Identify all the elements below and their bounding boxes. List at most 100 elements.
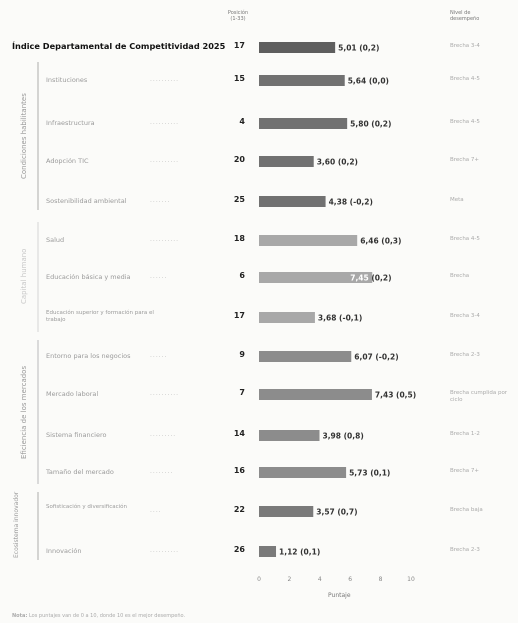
bar-value-label: 1,12 (0,1) xyxy=(279,548,320,557)
position-value: 7 xyxy=(239,388,245,397)
bar-value-label: 5,73 (0,1) xyxy=(349,469,390,478)
footnote-text: Los puntajes van de 0 a 10, donde 10 es … xyxy=(28,613,186,619)
x-tick-label: 4 xyxy=(317,576,322,583)
row-label: Tamaño del mercado xyxy=(46,468,114,476)
x-axis-label: Puntaje xyxy=(328,592,351,599)
bar xyxy=(259,196,326,207)
bar-value-label: 5,64 (0,0) xyxy=(348,77,389,86)
bar xyxy=(259,75,345,86)
bar xyxy=(259,506,314,517)
position-value: 14 xyxy=(233,429,245,438)
bar-value-label: 5,80 (0,2) xyxy=(350,120,391,129)
position-value: 18 xyxy=(233,234,245,243)
row-label: Sofisticación y diversificación xyxy=(46,504,127,510)
position-header-label: Posición xyxy=(227,10,249,16)
row-leader-dots: .......... xyxy=(150,76,180,83)
row-leader-dots: .......... xyxy=(150,547,180,554)
row-leader-dots: .......... xyxy=(150,390,180,397)
row-label: Sostenibilidad ambiental xyxy=(46,197,127,205)
bar-value-label: 7,43 (0,5) xyxy=(375,391,416,400)
bar xyxy=(259,312,315,323)
position-value: 15 xyxy=(233,74,245,83)
position-value: 26 xyxy=(233,545,245,554)
footnote-label: Nota: xyxy=(12,613,28,619)
row-label: Sistema financiero xyxy=(46,431,107,439)
status-value: Brecha 7+ xyxy=(450,157,480,163)
bar xyxy=(259,351,352,362)
row-leader-dots: .......... xyxy=(150,236,180,243)
row-label: Mercado laboral xyxy=(46,390,99,398)
row-leader-dots: .... xyxy=(150,507,162,514)
index-title: Índice Departamental de Competitividad 2… xyxy=(12,41,226,51)
bar xyxy=(259,272,373,283)
bar-value-label: 6,07 (-0,2) xyxy=(354,353,398,362)
row-leader-dots: ...... xyxy=(150,352,168,359)
position-value: 16 xyxy=(233,466,245,475)
position-value: 25 xyxy=(233,195,245,204)
bar-value-label: 3,57 (0,7) xyxy=(316,508,357,517)
position-value: 17 xyxy=(233,311,245,320)
status-header-sub: desempeño xyxy=(450,16,480,22)
status-value: Brecha baja xyxy=(450,507,483,513)
row-leader-dots: ......... xyxy=(150,431,177,438)
bar xyxy=(259,389,372,400)
status-value: Brecha cumplida por ciclo xyxy=(450,390,508,403)
row-label: Instituciones xyxy=(46,76,88,84)
bar xyxy=(259,546,277,557)
bar-value-label: 6,46 (0,3) xyxy=(360,237,401,246)
status-value: Brecha 7+ xyxy=(450,468,480,474)
x-tick-label: 10 xyxy=(407,576,415,583)
position-value: 9 xyxy=(239,350,245,359)
row-label: Infraestructura xyxy=(46,119,95,127)
row-label: Educación básica y media xyxy=(46,273,131,281)
status-header-label: Nivel de xyxy=(450,10,471,16)
position-value: 6 xyxy=(239,271,245,280)
status-value: Brecha 1-2 xyxy=(450,431,480,437)
bar-value-label: 4,38 (-0,2) xyxy=(329,198,373,207)
bar xyxy=(259,430,320,441)
x-tick-label: 8 xyxy=(378,576,383,583)
bar xyxy=(259,467,347,478)
status-value: Brecha 3-4 xyxy=(450,313,480,319)
row-label: Innovación xyxy=(46,547,82,555)
x-tick-label: 2 xyxy=(287,576,292,583)
bar-value-label: 7,45 (0,2) xyxy=(350,274,391,283)
status-value: Brecha 4-5 xyxy=(450,119,480,125)
bar xyxy=(259,118,348,129)
status-value: Brecha xyxy=(450,273,470,279)
row-label: Educación superior y formación para el t… xyxy=(46,310,154,323)
position-value: 17 xyxy=(233,41,245,50)
bar xyxy=(259,235,358,246)
status-column-header: Nivel de desempeño xyxy=(450,10,500,22)
position-value: 4 xyxy=(239,117,245,126)
status-value: Brecha 2-3 xyxy=(450,352,480,358)
x-tick-label: 6 xyxy=(348,576,353,583)
row-label: Entorno para los negocios xyxy=(46,352,131,360)
bar-value-label: 5,01 (0,2) xyxy=(338,44,379,53)
position-header-sub: (1-33) xyxy=(230,16,246,22)
status-value: Brecha 4-5 xyxy=(450,76,480,82)
status-value: Brecha 4-5 xyxy=(450,236,480,242)
row-label: Adopción TIC xyxy=(46,157,89,165)
position-value: 20 xyxy=(233,155,245,164)
row-leader-dots: ....... xyxy=(150,197,171,204)
row-leader-dots: .......... xyxy=(150,119,180,126)
status-value: Brecha 2-3 xyxy=(450,547,480,553)
footnote: Nota: Los puntajes van de 0 a 10, donde … xyxy=(12,613,185,619)
row-leader-dots: ...... xyxy=(198,43,216,50)
row-leader-dots: ........ xyxy=(150,468,174,475)
status-value: Brecha 3-4 xyxy=(450,43,480,49)
bar xyxy=(259,42,336,53)
bar xyxy=(259,156,314,167)
position-value: 22 xyxy=(233,505,245,514)
bar-value-label: 3,68 (-0,1) xyxy=(318,314,362,323)
row-label: Salud xyxy=(46,236,65,244)
bar-value-label: 3,98 (0,8) xyxy=(322,432,363,441)
bar-value-label: 3,60 (0,2) xyxy=(317,158,358,167)
status-value: Meta xyxy=(450,197,464,203)
position-column-header: Posición (1-33) xyxy=(218,10,258,22)
row-leader-dots: ...... xyxy=(150,273,168,280)
row-leader-dots: .......... xyxy=(150,157,180,164)
